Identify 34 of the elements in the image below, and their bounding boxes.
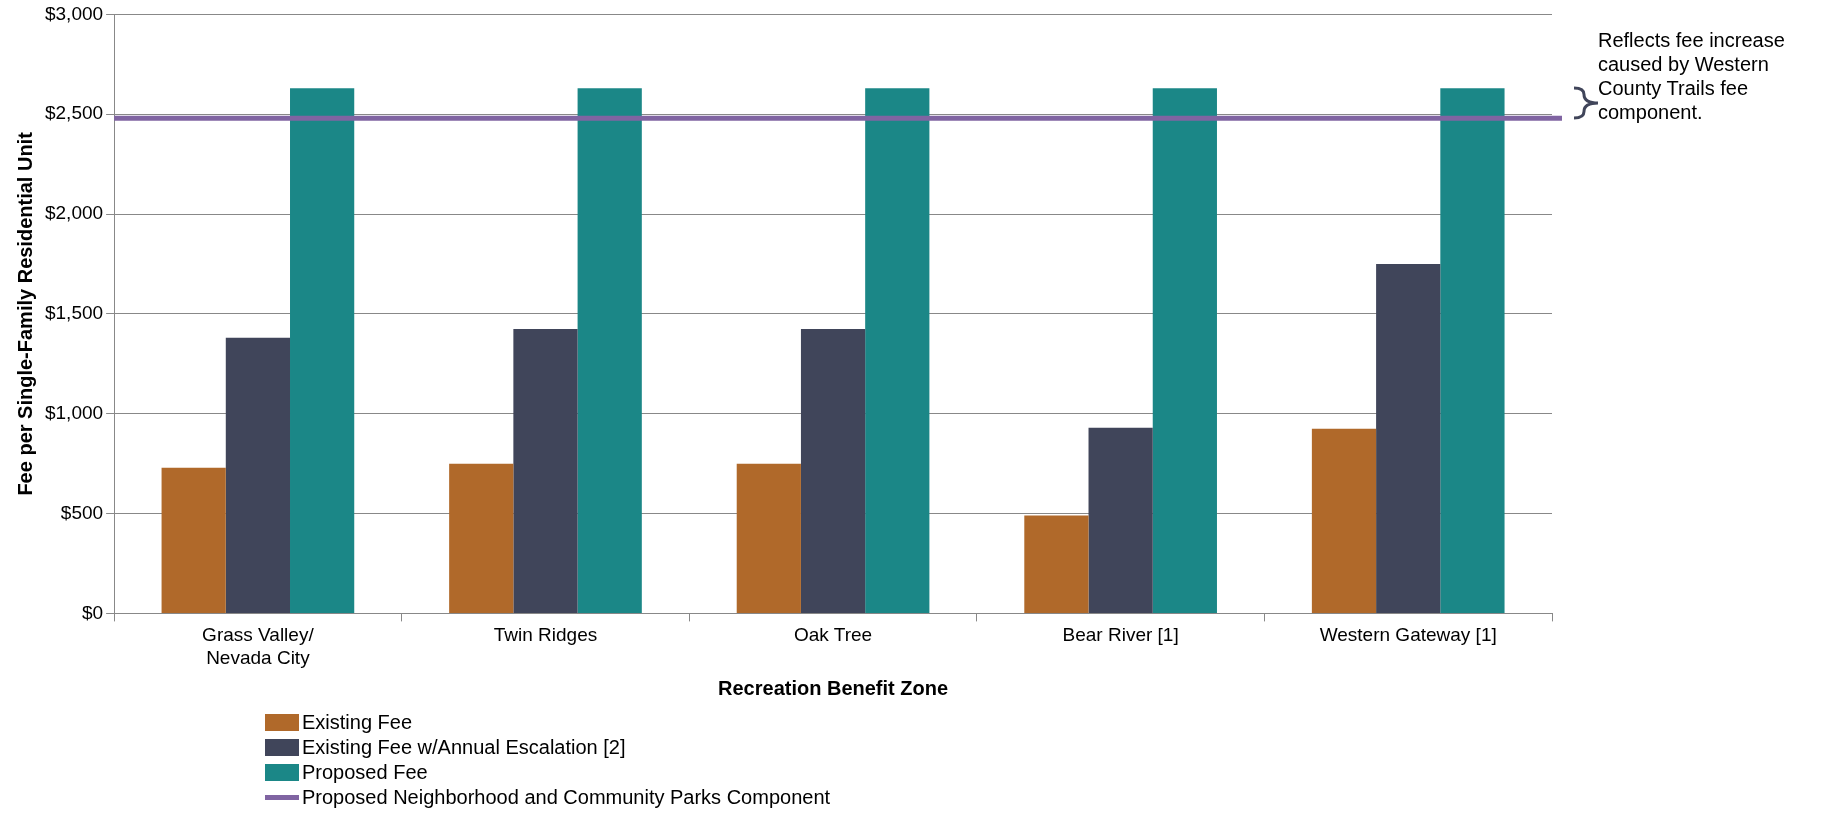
y-tick-label: $3,000 [44, 2, 104, 24]
bar [513, 328, 578, 613]
x-tick-label: Oak Tree [793, 624, 873, 646]
x-tick-label: Grass Valley/ Nevada City [202, 624, 315, 668]
bar [1024, 515, 1089, 613]
bar [225, 337, 291, 613]
bar [1440, 88, 1505, 613]
x-tick-label: Twin Ridges [493, 624, 598, 646]
y-axis-title: Fee per Single-Family Residential Unit [13, 131, 36, 496]
y-tick-label: $0 [81, 601, 104, 623]
bar [161, 467, 226, 613]
x-tick-label: Bear River [1] [1062, 624, 1179, 646]
bar [1376, 263, 1441, 613]
bar [577, 88, 642, 613]
legend-label: Existing Fee w/Annual Escalation [2] [302, 735, 626, 760]
bar [1152, 88, 1217, 613]
bar [1311, 428, 1377, 613]
legend-label: Proposed Fee [302, 760, 428, 785]
y-tick-label: $500 [60, 501, 104, 523]
bar [1088, 427, 1153, 613]
y-tick-label: $2,000 [44, 202, 104, 224]
bar [290, 88, 355, 613]
legend-label: Proposed Neighborhood and Community Parks Component [302, 785, 831, 810]
bar [865, 88, 930, 613]
x-axis-title: Recreation Benefit Zone [718, 676, 949, 699]
y-tick-label: $1,000 [44, 401, 104, 423]
bar [800, 328, 866, 613]
x-tick-label: Western Gateway [1] [1319, 624, 1497, 646]
text: Reflects fee increase caused by Western County Trails fee component. [1598, 28, 1786, 124]
legend-label: Existing Fee [302, 710, 413, 735]
bar [449, 463, 514, 613]
y-tick-label: $1,500 [44, 302, 104, 324]
y-tick-label: $2,500 [44, 102, 104, 124]
bar [736, 463, 801, 613]
